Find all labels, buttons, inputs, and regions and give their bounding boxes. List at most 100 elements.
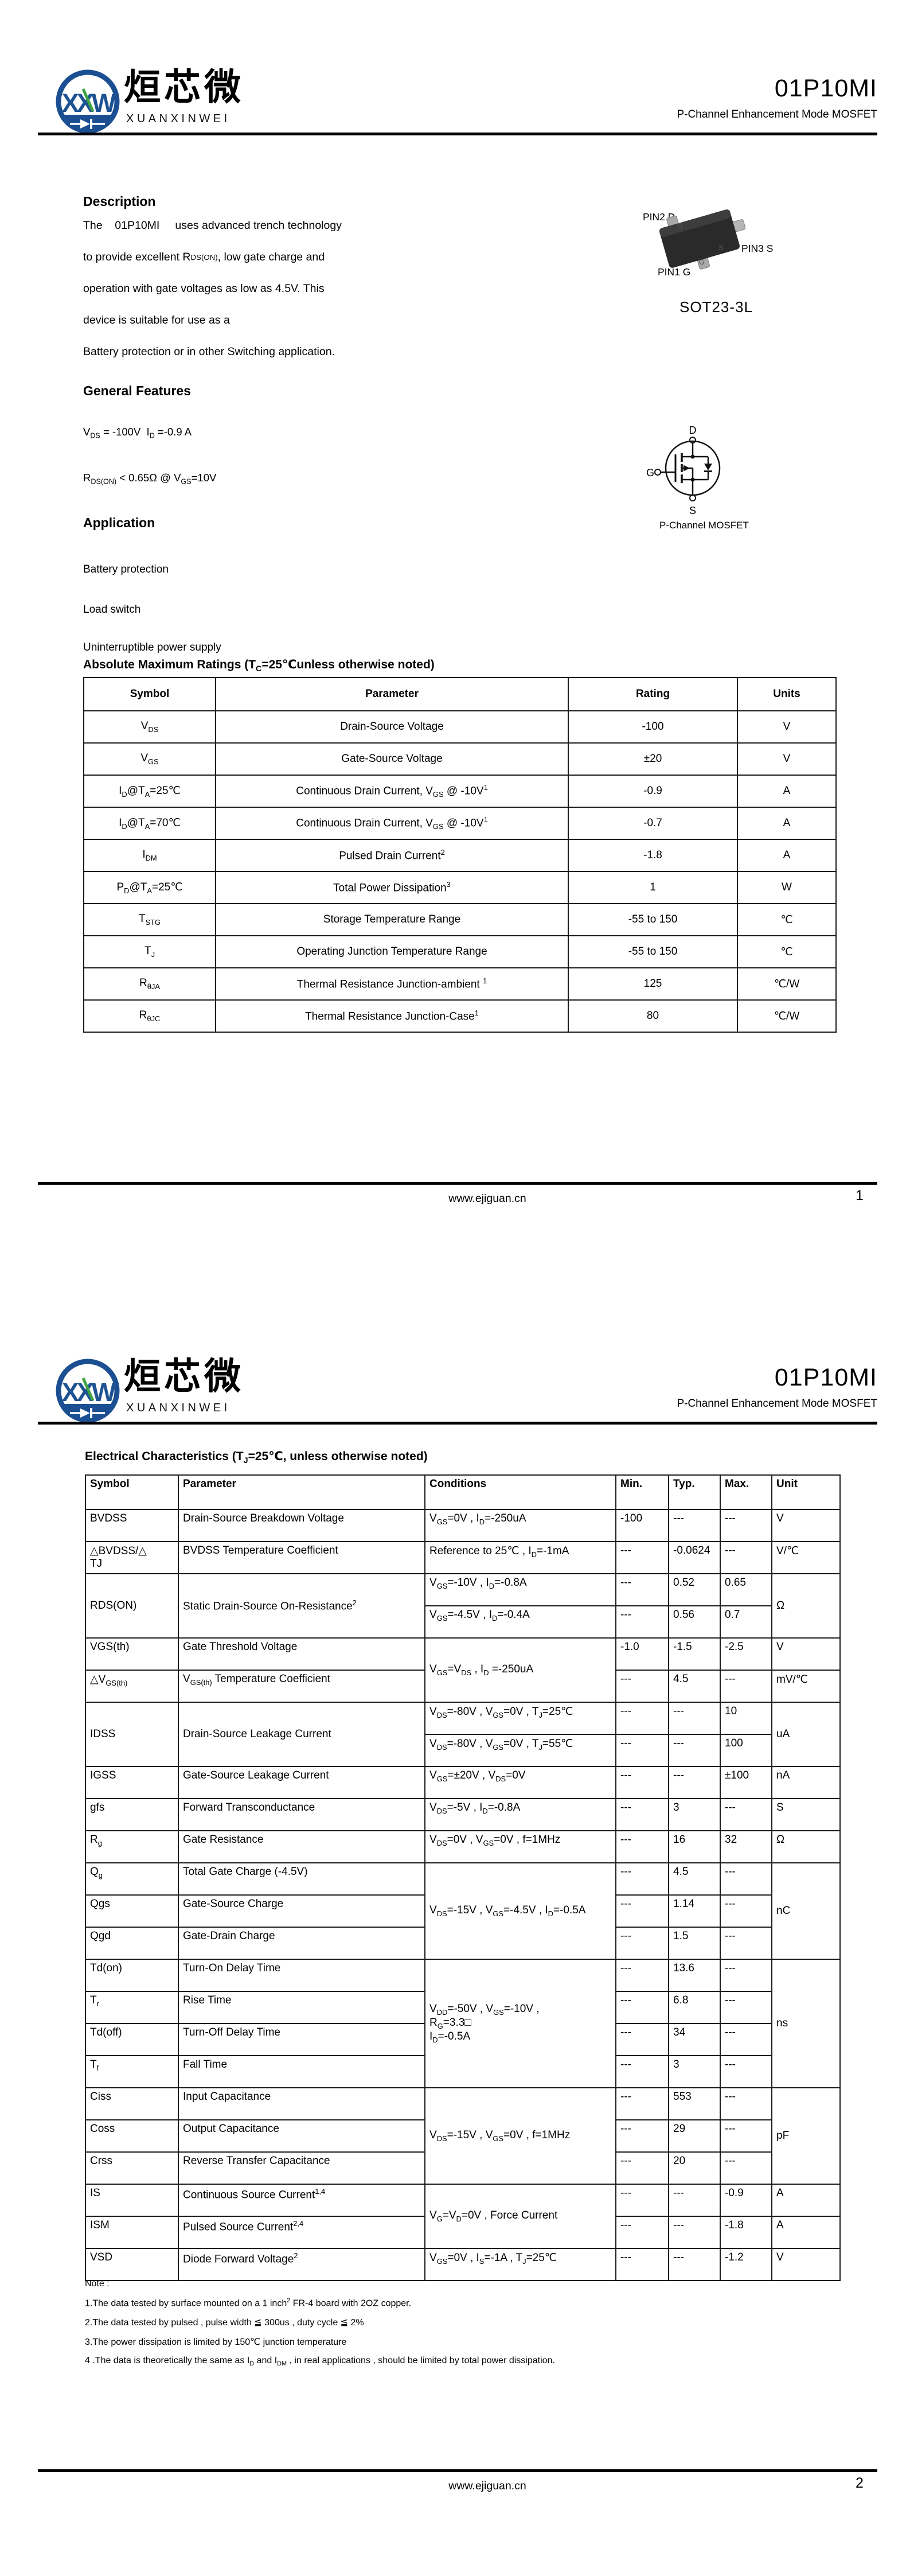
table-cell: Drain-Source Leakage Current: [178, 1702, 425, 1767]
table-row: Qg Total Gate Charge (-4.5V) VDS=-15V , VG…: [85, 1862, 841, 1960]
table-cell: nC: [771, 1862, 841, 1960]
table-row: Coss Output Capacitance --- 29 ---: [85, 2119, 840, 2153]
table-cell: mV/℃: [771, 1670, 841, 1703]
table-cell: BVDSS: [85, 1509, 179, 1542]
table-row: IDM Pulsed Drain Current2 -1.8 A: [83, 839, 837, 872]
table-cell: 10: [720, 1702, 772, 1735]
table-cell: Pulsed Drain Current2: [215, 839, 569, 872]
table-cell: VDS=0V , VGS=0V , f=1MHz: [424, 1830, 616, 1863]
company-name-cn: 烜芯微: [124, 1356, 244, 1397]
terminal-g-label: G: [646, 467, 654, 478]
column-header: Unit: [771, 1474, 841, 1510]
table-row: Td(off) Turn-Off Delay Time --- 34 ---: [85, 2023, 840, 2056]
table-cell: ---: [615, 2184, 669, 2217]
table-row: RDS(ON) Static Drain-Source On-Resistance…: [85, 1573, 841, 1639]
terminal-s-label: S: [689, 505, 696, 516]
table-cell: VDS=-5V , ID=-0.8A: [424, 1798, 616, 1831]
table-cell: VSD: [85, 2248, 179, 2281]
table-cell: V: [771, 1637, 841, 1671]
table-cell: Gate-Source Voltage: [215, 742, 569, 776]
table-cell: IDM: [83, 839, 216, 872]
table-cell: ---: [615, 2087, 669, 2120]
company-name-en: XUANXINWEI: [126, 112, 231, 125]
doc-subtitle: P-Channel Enhancement Mode MOSFET: [677, 108, 877, 120]
table-cell: Continuous Source Current1,4: [178, 2184, 425, 2217]
table-cell: ISM: [85, 2216, 179, 2249]
table-cell: Output Capacitance: [178, 2119, 425, 2153]
table-cell: VGS(th) Temperature Coefficient: [178, 1670, 425, 1703]
table-cell: ---: [668, 2184, 721, 2217]
table-cell: ±100: [720, 1766, 772, 1799]
table-cell: ℃/W: [737, 999, 837, 1033]
package-name: SOT23-3L: [679, 298, 753, 316]
table-cell: ---: [615, 2023, 669, 2056]
table-cell: 3: [668, 1798, 721, 1831]
table-cell: ---: [720, 1991, 772, 2024]
table-row: IS Continuous Source Current1,4 VG=VD=0V ,…: [85, 2184, 841, 2249]
table-cell: ---: [720, 1509, 772, 1542]
table-row: VDS=-80V , VGS=0V , TJ=55℃ --- --- 100: [85, 1734, 840, 1767]
company-logo-icon: XXW: [56, 1359, 120, 1423]
table-cell: Ω: [771, 1573, 841, 1639]
table-cell: ---: [720, 2055, 772, 2088]
table-cell: ---: [615, 1702, 669, 1735]
table-row: ISM Pulsed Source Current2,4 --- --- -1.8 A: [85, 2216, 841, 2249]
description-line: device is suitable for use as a: [83, 314, 230, 326]
column-header: Symbol: [83, 677, 216, 711]
table-cell: VGS=-10V , ID=-0.8A: [424, 1573, 616, 1606]
footer-url[interactable]: www.ejiguan.cn: [448, 2480, 526, 2492]
table-cell: ---: [615, 1798, 669, 1831]
table-cell: 100: [720, 1734, 772, 1767]
table-cell: Gate-Drain Charge: [178, 1927, 425, 1960]
table-cell: RDS(ON): [85, 1573, 179, 1639]
table-cell: RθJA: [83, 967, 216, 1001]
description-line: to provide excellent R DS(ON), low gate c…: [83, 251, 325, 263]
table-cell: VGS=0V , IS=-1A , TJ=25℃: [424, 2248, 616, 2281]
logo-green-accent: [81, 1378, 95, 1401]
table-cell: △VGS(th): [85, 1670, 179, 1703]
table-cell: Total Power Dissipation3: [215, 871, 569, 904]
table-cell: ---: [668, 2216, 721, 2249]
table-cell: 20: [668, 2151, 721, 2185]
table-cell: -55 to 150: [568, 935, 738, 968]
table-cell: VG=VD=0V , Force Current: [424, 2184, 616, 2249]
table-row: TJ Operating Junction Temperature Range -5…: [83, 935, 837, 968]
table-row: IDSS Drain-Source Leakage Current VDS=-80V…: [85, 1702, 841, 1767]
body-diode-icon: [693, 456, 712, 481]
table-cell: VGS(th): [85, 1637, 179, 1671]
table-cell: ---: [615, 2151, 669, 2185]
table-cell: ---: [615, 2248, 669, 2281]
company-logo-icon: XXW: [56, 69, 120, 134]
package-drawing: PIN2 D D S G PIN3 S PIN1 G: [643, 209, 773, 278]
header-rule: [38, 1422, 877, 1425]
table-header-row: Symbol Parameter Rating Units: [83, 677, 837, 711]
table-cell: ℃: [737, 935, 837, 968]
table-row: △BVDSS/△ TJ BVDSS Temperature Coefficient R…: [85, 1541, 841, 1574]
table-cell: 13.6: [668, 1959, 721, 1992]
column-header: Parameter: [215, 677, 569, 711]
table-cell: 16: [668, 1830, 721, 1863]
table-cell: ℃: [737, 903, 837, 936]
table-cell: ---: [720, 1959, 772, 1992]
table-cell: VGS=±20V , VDS=0V: [424, 1766, 616, 1799]
table-cell: IGSS: [85, 1766, 179, 1799]
company-name-en: XUANXINWEI: [126, 1402, 231, 1414]
footer-rule: [38, 2469, 877, 2472]
table-cell: -0.9: [568, 775, 738, 808]
table-cell: W: [737, 871, 837, 904]
table-cell: Operating Junction Temperature Range: [215, 935, 569, 968]
table-cell: Total Gate Charge (-4.5V): [178, 1862, 425, 1896]
description-line: operation with gate voltages as low as 4…: [83, 282, 325, 295]
footer-rule: [38, 1182, 877, 1185]
table-cell: TJ: [83, 935, 216, 968]
table-cell: ---: [720, 2151, 772, 2185]
table-cell: V/℃: [771, 1541, 841, 1574]
abs-max-table: Symbol Parameter Rating Units VDS Drain-Sourc…: [83, 677, 837, 1033]
table-cell: Td(off): [85, 2023, 179, 2056]
table-cell: ---: [720, 1894, 772, 1928]
footer-url[interactable]: www.ejiguan.cn: [448, 1192, 526, 1205]
note-item: 1.The data tested by surface mounted on …: [85, 2297, 412, 2309]
table-cell: Qgs: [85, 1894, 179, 1928]
table-cell: ℃/W: [737, 967, 837, 1001]
table-cell: VGS=VDS , ID =-250uA: [424, 1637, 616, 1703]
